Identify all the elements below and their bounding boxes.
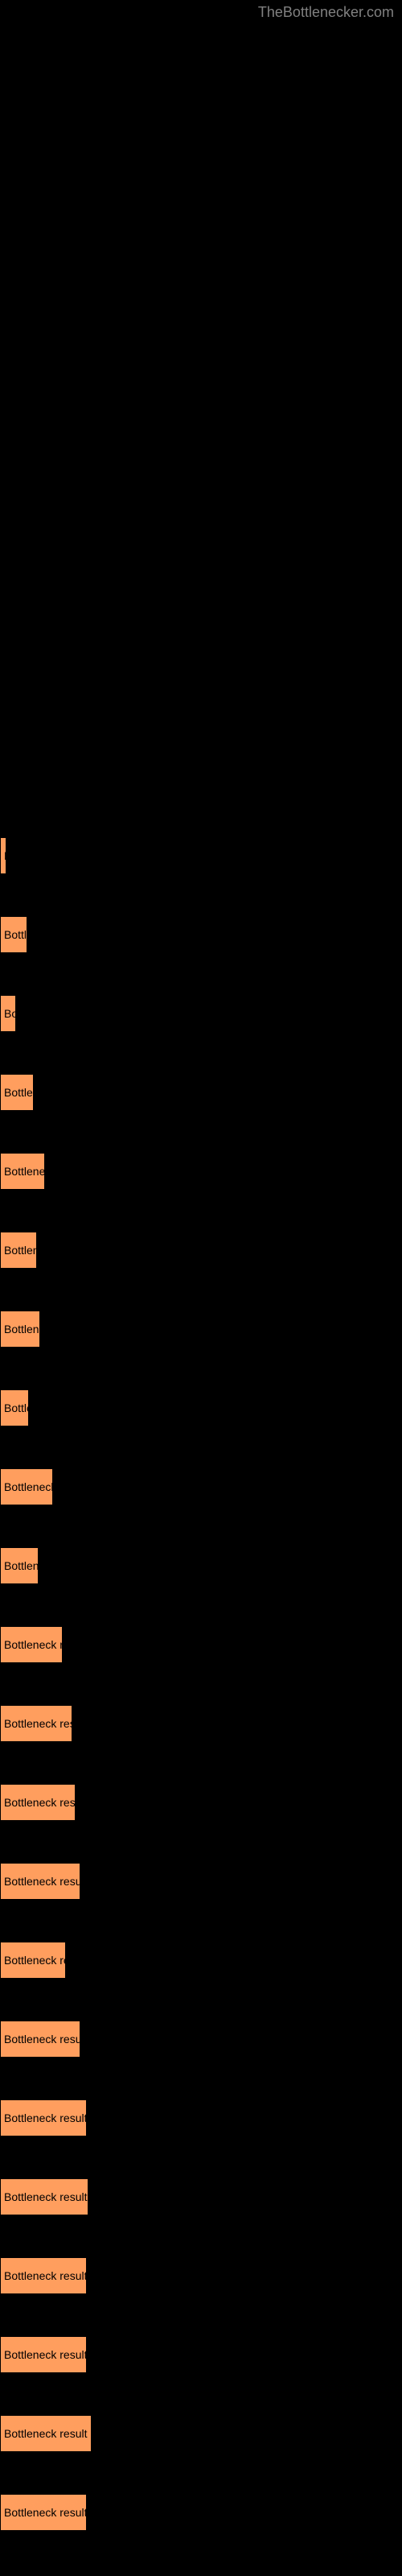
bar-row: Bottleneck result bbox=[0, 2021, 402, 2058]
bar: Bottleneck r bbox=[0, 1468, 53, 1505]
bar: Bottlene bbox=[0, 1232, 37, 1269]
bar-row: Bottleneck result bbox=[0, 1784, 402, 1821]
bar: Bottleneck res bbox=[0, 1942, 66, 1979]
bar: Bottleneck result bbox=[0, 2336, 87, 2373]
bar-row: Bottleneck r bbox=[0, 1468, 402, 1505]
bar: Bottleneck result bbox=[0, 2021, 80, 2058]
bar: Bo bbox=[0, 995, 16, 1032]
bar: Bottleneck result bbox=[0, 2099, 87, 2136]
bar-row: Bottleneck resu bbox=[0, 1626, 402, 1663]
bar: B bbox=[0, 837, 6, 874]
bar-row: Bottle bbox=[0, 916, 402, 953]
bar: Bottleneck result bbox=[0, 1784, 76, 1821]
bar-row: Bottleneck result bbox=[0, 2336, 402, 2373]
bar-row: Bottleneck result bbox=[0, 2494, 402, 2531]
bar: Bottleneck result bbox=[0, 2494, 87, 2531]
bar-row: Bottleneck result bbox=[0, 2178, 402, 2215]
bar-row: B bbox=[0, 837, 402, 874]
bar: Bottlenec bbox=[0, 1311, 40, 1348]
bar-row: Bottleneck result bbox=[0, 1705, 402, 1742]
bar-row: Bottleneck result bbox=[0, 2257, 402, 2294]
bar-row: Bottlene bbox=[0, 1547, 402, 1584]
bar-row: Bottleneck result bbox=[0, 2099, 402, 2136]
bar: Bottleneck result bbox=[0, 1705, 72, 1742]
bar: Bottleneck result bbox=[0, 1863, 80, 1900]
bar-row: Bottleneck result bbox=[0, 1863, 402, 1900]
bar: Bottleneck result bbox=[0, 2415, 92, 2452]
watermark-text: TheBottlenecker.com bbox=[258, 4, 394, 21]
bar-row: Bottlene bbox=[0, 1232, 402, 1269]
bar-row: Bottleneck result bbox=[0, 2415, 402, 2452]
bar-row: Bottlenec bbox=[0, 1311, 402, 1348]
bar: Bottle bbox=[0, 916, 27, 953]
bar: Bottleneck result bbox=[0, 2257, 87, 2294]
bar: Bottlene bbox=[0, 1547, 39, 1584]
bar: Bottle bbox=[0, 1389, 29, 1426]
bar-row: Bottlen bbox=[0, 1074, 402, 1111]
bar-row: Bottleneck bbox=[0, 1153, 402, 1190]
bar: Bottleneck resu bbox=[0, 1626, 63, 1663]
bar: Bottleneck bbox=[0, 1153, 45, 1190]
bar-row: Bottle bbox=[0, 1389, 402, 1426]
bar: Bottlen bbox=[0, 1074, 34, 1111]
bar: Bottleneck result bbox=[0, 2178, 88, 2215]
bar-chart: B Bottle Bo Bottlen Bottleneck Bottlene Bottle… bbox=[0, 0, 402, 2531]
bar-row: Bo bbox=[0, 995, 402, 1032]
bar-row: Bottleneck res bbox=[0, 1942, 402, 1979]
